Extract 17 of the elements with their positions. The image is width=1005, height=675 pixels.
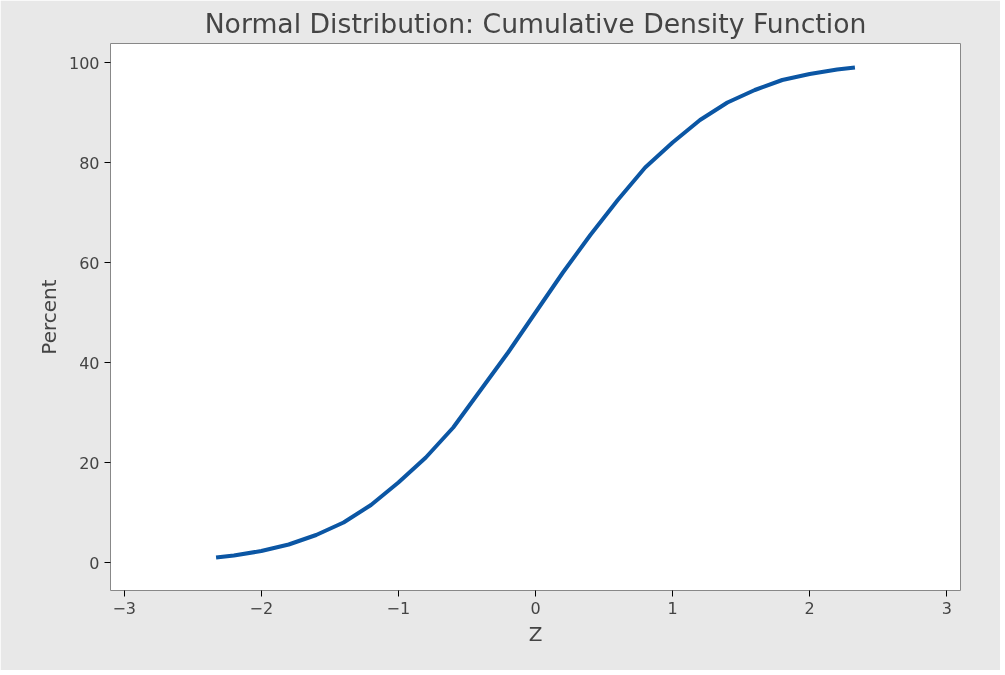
y-axis-title: Percent [36, 279, 61, 355]
x-tick-label: −1 [386, 598, 411, 618]
y-tick-label: 100 [68, 53, 100, 73]
y-tick-label: 80 [79, 153, 100, 173]
x-axis-title: Z [528, 621, 543, 646]
chart-title: Normal Distribution: Cumulative Density Function [204, 7, 867, 39]
y-tick-label: 20 [79, 453, 100, 473]
x-tick-label: 1 [667, 598, 678, 618]
x-tick-label: −3 [112, 598, 137, 618]
x-tick-label: 3 [941, 598, 952, 618]
x-tick-label: −2 [249, 598, 274, 618]
y-tick-label: 0 [89, 553, 100, 573]
line-series [214, 65, 857, 560]
y-tick-label: 40 [79, 353, 100, 373]
x-tick-label: 0 [530, 598, 541, 618]
y-tick-label: 60 [79, 253, 100, 273]
x-tick-label: 2 [804, 598, 815, 618]
